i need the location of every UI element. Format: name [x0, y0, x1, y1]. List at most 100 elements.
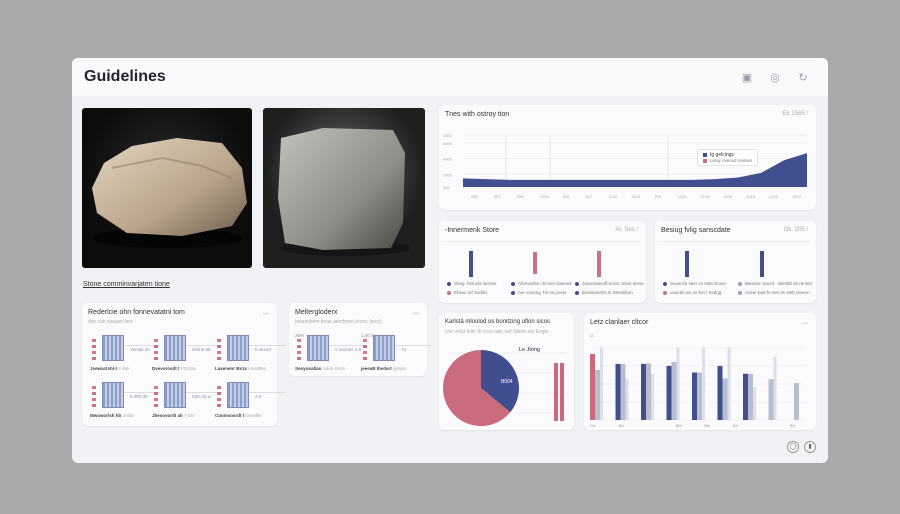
trend-icon[interactable]: 〰	[412, 312, 419, 318]
x-tick-label: 1200	[769, 194, 779, 199]
x-tick-label: 570	[654, 194, 661, 199]
legend-item: Anser pad fs mer its stett nevern	[738, 290, 810, 295]
y-tick-label: 2000	[443, 172, 453, 177]
y-tick-label: 7000	[443, 133, 453, 138]
x-tick-label: 510	[563, 194, 570, 199]
stone-item[interactable]: Jbesovordt ah 7-Bts 5(5c 2y a	[152, 380, 242, 430]
item-label: Dvevorosdt t PDSSa	[152, 366, 196, 371]
chat-icon[interactable]: ◯	[787, 441, 799, 453]
stone-image-1	[82, 108, 252, 268]
x-tick-label: 1025	[677, 194, 687, 199]
stone-item[interactable]: Seoyosatlas solok ztrein s meroes 1.5 25%	[295, 333, 385, 383]
x-tick-label: Bfd	[676, 423, 682, 428]
bar-mark	[560, 363, 564, 421]
item-value: 5-350 3b	[130, 394, 148, 399]
legend-item: Aer snveng Tni es posst	[511, 290, 566, 295]
x-tick-label: 1106	[723, 194, 732, 199]
area-chart: 400 2000 4000 6000 7000 200 507 508 1000 510 517 11…	[443, 133, 807, 199]
refresh-icon[interactable]: ↻	[798, 71, 808, 84]
bar-mark	[533, 251, 537, 274]
card-subtitle: des cuh ossuen fsrs	[88, 319, 133, 325]
item-label: Jsewactshl-t 8 ible	[90, 366, 130, 371]
stone-item[interactable]: Dvevorosdt t PDSSa Orshe 8b	[152, 333, 242, 383]
card-title: Karlstä mloolod os bonitzing uflon sicos	[445, 319, 551, 325]
stone-image-2	[263, 108, 425, 268]
bar-mark	[753, 387, 756, 420]
legend-item: Leniy rivensd meloes	[703, 158, 752, 163]
legend-item: Ehsvc ref Ssdlris	[447, 290, 488, 295]
bar-mark	[595, 369, 600, 420]
item-value: Orshe 8b	[192, 347, 211, 352]
block-icon	[164, 335, 186, 361]
bar-mark	[641, 363, 646, 420]
item-value: h sesort	[255, 347, 272, 352]
trend-icon[interactable]: 〰	[262, 312, 269, 318]
x-tick-label: 200	[471, 194, 478, 199]
item-value: 5(5c 2y a	[192, 394, 211, 399]
bar-mark	[651, 373, 654, 420]
x-tick-label: 517	[586, 194, 593, 199]
card-title: Tnes with ostroy tion	[445, 111, 510, 118]
pie-slice	[481, 350, 519, 413]
card-title: Rederlcie ohn fonnevatatni tom	[88, 309, 185, 316]
area-series	[463, 153, 807, 187]
settings-icon[interactable]: ◎	[770, 71, 780, 84]
legend-item: Bieesac Sacrd - dereldt oh reneer	[738, 281, 812, 286]
block-icon	[102, 335, 124, 361]
legend-item: Suvenck seer zs stett slooer	[663, 281, 726, 286]
bar-mark	[702, 347, 705, 420]
stone-item[interactable]: Mwoworlsh hb 3 Ible 5-350 3b	[90, 380, 180, 430]
bar-mark	[554, 363, 558, 421]
stone-item[interactable]: jeeeaB Ihvdsrt gelstin Tu 1,40 S	[361, 333, 451, 383]
bar-mark	[692, 372, 697, 420]
chart-legend: Ig gelcings Leniy rivensd meloes	[697, 149, 759, 166]
image-icon[interactable]: ▣	[741, 71, 753, 84]
x-tick-label: Bfs	[704, 423, 710, 428]
bar-mark	[597, 251, 601, 277]
item-top: 25%	[295, 333, 305, 338]
bar-mark	[748, 373, 753, 420]
bar-mark	[773, 356, 777, 420]
item-value: 2.0	[255, 394, 262, 399]
card-title: -Innermenk Store	[445, 227, 500, 234]
bar-mark	[590, 354, 595, 420]
item-value: s meroes 1.5	[335, 347, 362, 352]
card-title: Letz clanlaer cltcor	[590, 319, 649, 326]
pie-slice-label: B004	[501, 379, 513, 385]
card-menu[interactable]: Ek 1565 /	[782, 111, 808, 117]
bar-chart: Ga Bd Bfd Bfs Bd Bd	[590, 347, 804, 428]
card-mid2: Besiug fvlig sanscdate Ok. 205 / Suvenck…	[655, 221, 816, 303]
x-tick-label: 1502	[792, 194, 802, 199]
stone-link[interactable]: Stone comminvarjaten tione	[83, 281, 170, 288]
bar-mark	[671, 361, 677, 420]
bar-mark	[620, 363, 626, 420]
card-subtitle: Ure velur inim Ik rrocs ase oef-Sitere o…	[445, 329, 549, 335]
y-tick-label: 400	[443, 185, 450, 190]
bar-mark	[717, 365, 723, 420]
bar-mark	[469, 251, 473, 277]
card-menu[interactable]: Ar. Ses /	[615, 227, 638, 233]
app-window: Guidelines ▣ ◎ ↻ Stone comminvarjaten ti…	[72, 58, 828, 463]
item-label: Lavenenr Bs1s lonstltlne	[215, 366, 267, 371]
bookmark-icon[interactable]: ▮	[804, 441, 816, 453]
legend-item: Boewemmts ts rtensebon	[575, 290, 633, 295]
stone-item[interactable]: Cunmsosrdt l lonstiltle 2.0	[215, 380, 305, 430]
bar-chart-card: Letz clanlaer cltcor 〰 12 Ga Bd Bfd Bfs Bd Bd	[584, 313, 816, 430]
pie-label: Le Jtong	[519, 347, 541, 353]
x-tick-label: 1000	[540, 194, 550, 199]
bar-mark	[685, 251, 689, 277]
trend-icon[interactable]: 〰	[801, 322, 808, 328]
x-tick-label: 508	[517, 194, 524, 199]
card-menu[interactable]: Ok. 205 /	[783, 227, 808, 233]
card-stone-types: Rederlcie ohn fonnevatatni tom des cuh o…	[82, 303, 285, 426]
x-tick-label: Bd	[790, 423, 795, 428]
bar-mark	[794, 383, 799, 420]
legend-item: Ahmvedse chcnes Gaenek	[511, 281, 572, 286]
pie-chart-card: Karlstä mloolod os bonitzing uflon sicos…	[439, 313, 574, 430]
y-tick-label: 4000	[443, 157, 453, 162]
item-label: Mwoworlsh hb 3 Ible	[90, 413, 134, 418]
stone-item[interactable]: Jsewactshl-t 8 ible Yemak 4h	[90, 333, 180, 383]
item-label: Cunmsosrdt l lonstiltle	[215, 413, 262, 418]
legend-item: Jassenasroff.ernac Siser teese	[575, 281, 644, 286]
stone-item[interactable]: Lavenenr Bs1s lonstltlne h sesort	[215, 333, 305, 383]
